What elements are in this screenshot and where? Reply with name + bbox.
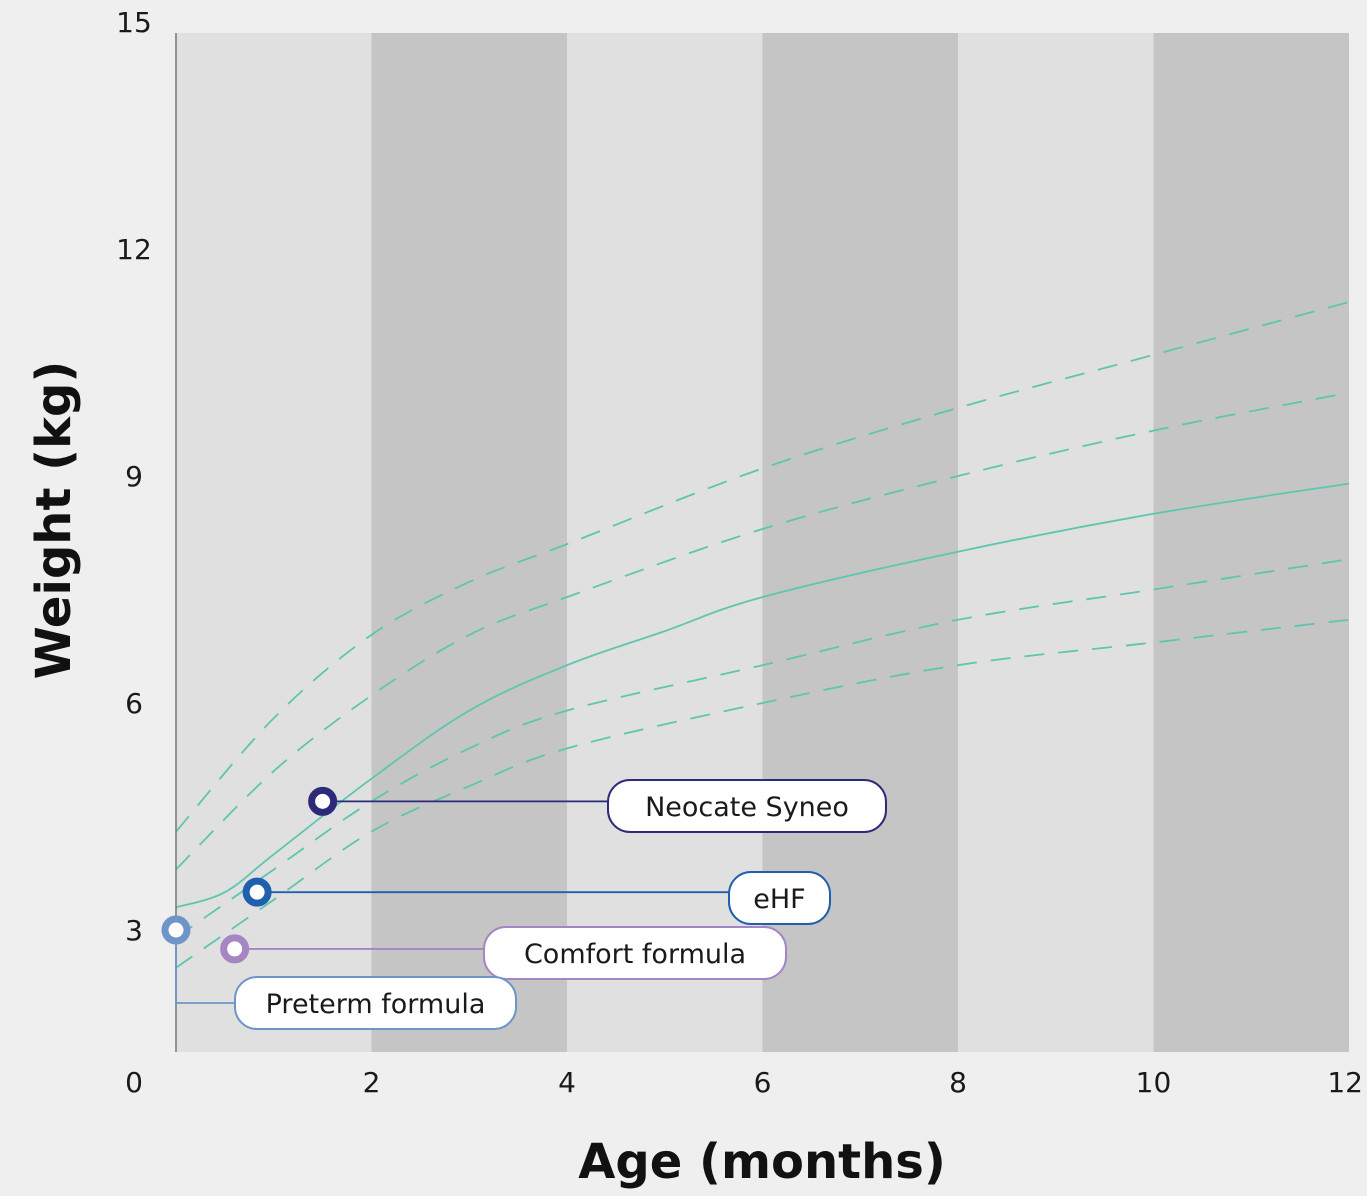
- growth-curve-2: [175, 482, 1350, 909]
- band-1: [371, 33, 567, 1052]
- callout-box-comfort-formula: [483, 926, 787, 980]
- y-tick-3: 3: [125, 914, 143, 947]
- x-tick-0: 0: [125, 1066, 143, 1099]
- callout-label-comfort-formula: Comfort formula: [524, 939, 746, 970]
- x-tick-labels: 0 2 4 6 8 10 12: [125, 1066, 1363, 1099]
- x-tick-4: 4: [558, 1066, 576, 1099]
- callout-box-neocate-syneo: [607, 779, 887, 833]
- growth-curves: [175, 301, 1350, 969]
- y-tick-6: 6: [125, 687, 143, 720]
- callout-label-ehf: eHF: [753, 884, 805, 915]
- y-axis-title: Weight (kg): [26, 361, 82, 680]
- marker-comfort-formula: [220, 934, 250, 964]
- y-tick-9: 9: [125, 460, 143, 493]
- band-0: [176, 33, 372, 1052]
- callout-box-ehf: [728, 871, 831, 925]
- x-tick-12: 12: [1327, 1066, 1363, 1099]
- band-4: [958, 33, 1154, 1052]
- x-tick-6: 6: [754, 1066, 772, 1099]
- connector-preterm-formula: [175, 930, 235, 1004]
- growth-curve-4: [175, 618, 1350, 969]
- y-tick-12: 12: [116, 233, 152, 266]
- background-bands: [176, 33, 1349, 1052]
- x-tick-10: 10: [1136, 1066, 1172, 1099]
- growth-curve-3: [175, 558, 1350, 939]
- x-axis-title: Age (months): [578, 1134, 946, 1190]
- callout-label-neocate-syneo: Neocate Syneo: [645, 792, 849, 823]
- x-tick-2: 2: [363, 1066, 381, 1099]
- y-tick-15: 15: [116, 6, 152, 39]
- band-2: [567, 33, 763, 1052]
- callout-box-preterm-formula: [234, 976, 517, 1030]
- y-tick-labels: 3 6 9 12 15: [116, 6, 152, 947]
- marker-ehf: [242, 877, 272, 907]
- growth-curve-1: [175, 391, 1350, 871]
- marker-preterm-formula: [161, 915, 191, 945]
- band-5: [1153, 33, 1349, 1052]
- marker-neocate-syneo: [308, 786, 338, 816]
- x-tick-8: 8: [949, 1066, 967, 1099]
- callout-label-preterm-formula: Preterm formula: [266, 989, 486, 1020]
